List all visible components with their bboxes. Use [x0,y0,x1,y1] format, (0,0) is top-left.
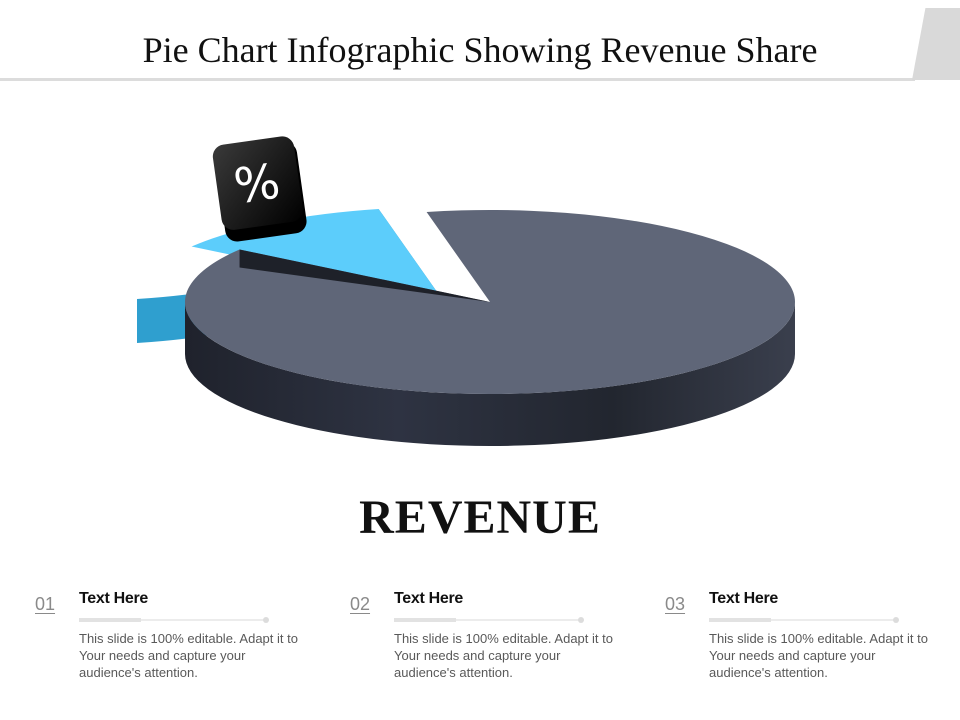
center-label: REVENUE [359,491,601,544]
item-body: This slide is 100% editable. Adapt it to… [79,631,298,680]
info-item-1: 01 Text Here This slide is 100% editable… [35,588,298,698]
info-item-2: 02 Text Here This slide is 100% editable… [350,588,613,698]
item-body: This slide is 100% editable. Adapt it to… [709,631,928,680]
item-number: 03 [665,594,686,614]
item-divider [79,617,269,623]
info-item-3: 03 Text Here This slide is 100% editable… [665,588,928,698]
title-corner-tab [912,8,960,80]
item-number: 01 [35,594,56,614]
percent-badge: % [212,136,307,242]
pie-slice-main [185,210,796,446]
item-number: 02 [350,594,371,614]
pie-chart: % [137,136,796,446]
item-title: Text Here [394,590,464,607]
item-divider [394,617,584,623]
title-divider [0,78,915,81]
item-body: This slide is 100% editable. Adapt it to… [394,631,613,680]
item-divider [709,617,899,623]
page-title: Pie Chart Infographic Showing Revenue Sh… [142,30,818,70]
item-title: Text Here [79,590,149,607]
item-title: Text Here [709,590,779,607]
percent-symbol: % [231,153,284,215]
title-bar: Pie Chart Infographic Showing Revenue Sh… [0,0,960,82]
